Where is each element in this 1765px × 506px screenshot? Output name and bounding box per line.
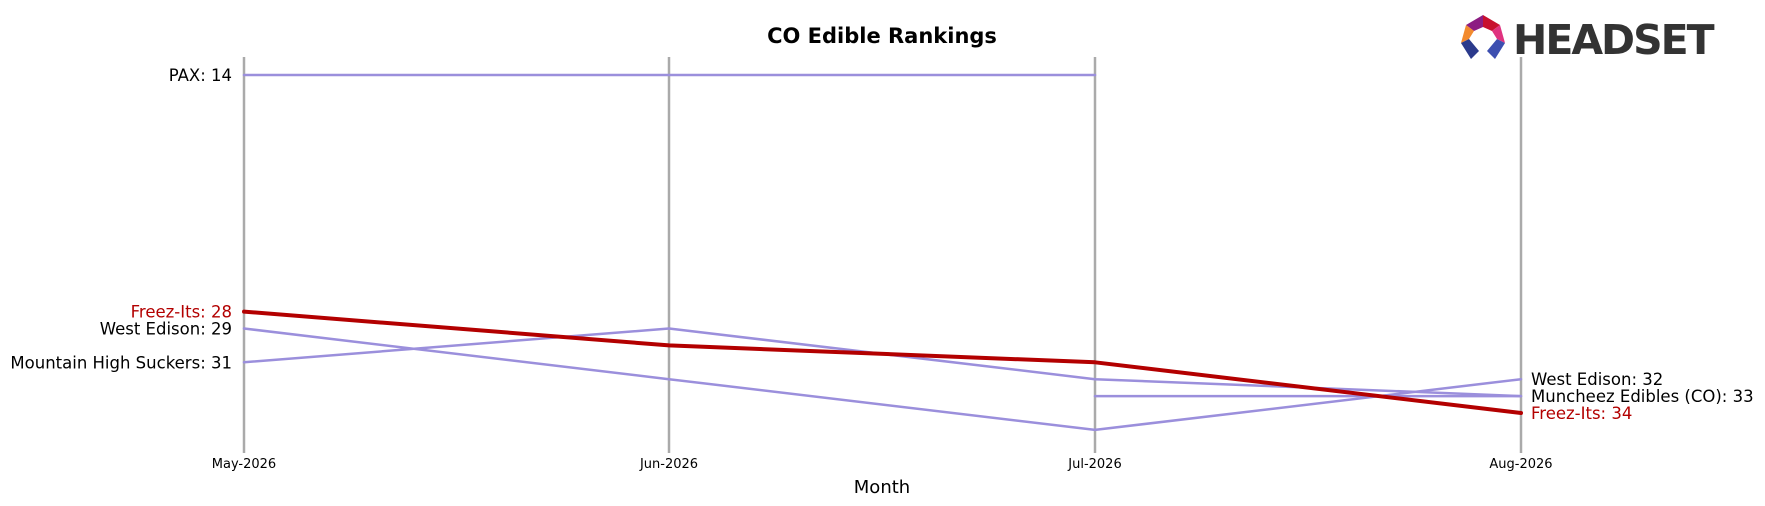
headset-logo: HEADSET	[1461, 15, 1717, 64]
x-tick-label-3: Jul-2026	[1067, 457, 1121, 472]
x-tick-label-1: May-2026	[212, 457, 276, 472]
left-label-3: West Edison: 29	[100, 320, 232, 339]
series-line-west-edison	[242, 327, 1523, 432]
right-label-1: West Edison: 32	[1531, 370, 1663, 389]
month-gridlines	[242, 57, 1523, 453]
right-label-2: Muncheez Edibles (CO): 33	[1531, 387, 1754, 406]
headset-logo-text: HEADSET	[1513, 16, 1715, 64]
x-tick-labels: May-2026 Jun-2026 Jul-2026 Aug-2026	[212, 457, 1553, 472]
chart-title: CO Edible Rankings	[767, 24, 997, 48]
series-line-freez-its	[242, 309, 1523, 415]
series-lines	[242, 73, 1523, 432]
headset-logo-mark-icon	[1461, 15, 1505, 59]
x-tick-label-2: Jun-2026	[639, 457, 698, 472]
left-label-4: Mountain High Suckers: 31	[10, 353, 232, 372]
left-label-1: PAX: 14	[169, 66, 232, 85]
left-label-2: Freez-Its: 28	[131, 303, 232, 322]
x-axis-label: Month	[854, 477, 910, 498]
right-label-3: Freez-Its: 34	[1531, 404, 1632, 423]
x-tick-label-4: Aug-2026	[1489, 457, 1552, 472]
series-line-mountain-high-suckers	[242, 327, 1523, 398]
